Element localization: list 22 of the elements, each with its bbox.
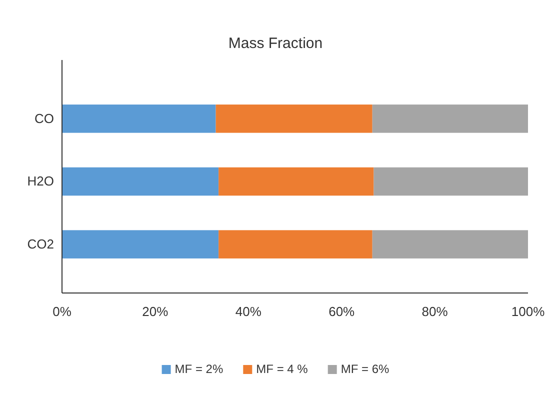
y-tick-label: H2O: [27, 174, 54, 189]
x-tick-label: 0%: [52, 304, 72, 320]
bar: [218, 167, 374, 196]
bar: [372, 104, 528, 133]
bar: [372, 230, 528, 258]
bar: [62, 167, 219, 196]
bar: [62, 104, 216, 133]
legend-label: MF = 2%: [174, 362, 224, 376]
legend-label: MF = 6%: [340, 362, 390, 376]
legend-label: MF = 4 %: [256, 362, 308, 376]
x-tick-label: 60%: [328, 304, 356, 320]
x-tick-label: 20%: [142, 304, 169, 320]
y-tick-label: CO2: [27, 236, 54, 252]
y-tick-label: CO: [34, 110, 54, 126]
chart-title: Mass Fraction: [228, 35, 323, 52]
bar: [216, 104, 372, 133]
bar: [218, 230, 372, 258]
x-tick-label: 100%: [511, 304, 546, 320]
x-tick-label: 40%: [235, 304, 262, 320]
bar: [62, 230, 219, 258]
x-tick-label: 80%: [422, 304, 448, 320]
bar: [374, 167, 528, 196]
